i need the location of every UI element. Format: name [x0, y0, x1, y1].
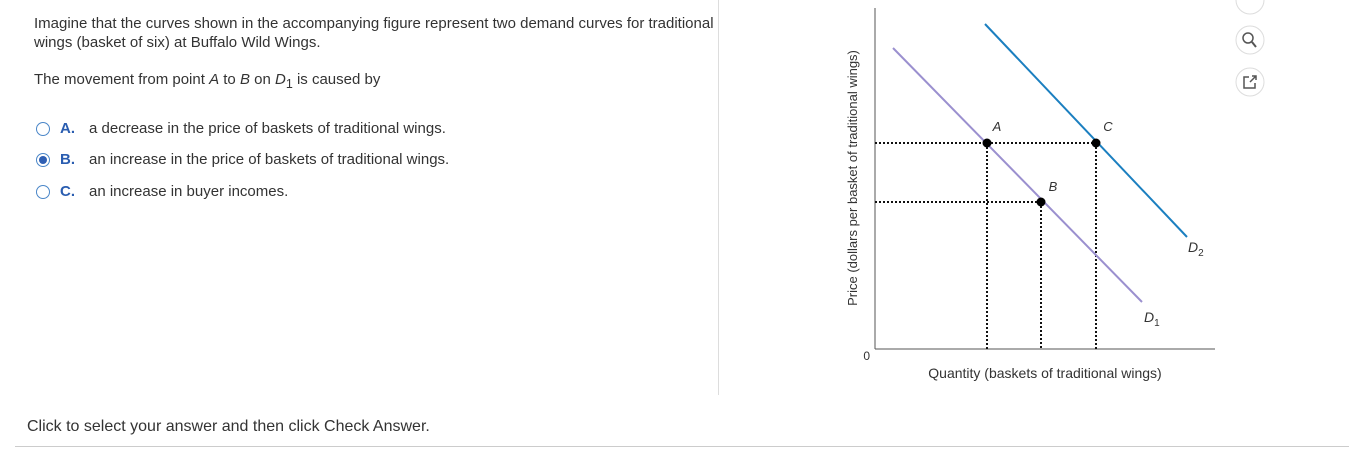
rotate-button[interactable] [1235, 0, 1265, 15]
icons [1235, 0, 1265, 97]
y-label: Price (dollars per basket of traditional… [845, 50, 860, 306]
option-letter: B. [60, 151, 75, 168]
option-text: an increase in buyer incomes. [89, 183, 289, 200]
rule [15, 446, 1349, 447]
prompt-text: to [219, 71, 240, 88]
curve-name: D [1188, 239, 1198, 255]
radio[interactable] [36, 184, 50, 199]
zoom-button[interactable] [1235, 25, 1265, 55]
option[interactable]: C. an increase in buyer incomes. [36, 183, 288, 200]
guides [875, 142, 1097, 349]
option-text: a decrease in the price of baskets of tr… [89, 120, 446, 137]
x-label: Quantity (baskets of traditional wings) [928, 365, 1161, 381]
footer: Click to select your answer and then cli… [27, 418, 430, 435]
popout-icon [1243, 75, 1257, 89]
prompt-text: is caused by [292, 71, 381, 88]
point-label: C [1103, 119, 1113, 134]
prompt-text: on [249, 71, 275, 88]
radio-dot [39, 155, 47, 164]
curve-sub: 2 [1198, 248, 1204, 259]
curve-label: D1 [1144, 309, 1160, 329]
point-ref: B [239, 71, 250, 88]
radio[interactable] [36, 121, 50, 136]
point-label: B [1049, 179, 1058, 194]
curve-name: D [1144, 309, 1154, 325]
point [982, 138, 992, 148]
question-text: Imagine that the curves shown in the acc… [34, 15, 714, 51]
option[interactable]: B. an increase in the price of baskets of… [36, 151, 449, 168]
point [1036, 197, 1046, 207]
curve-sub: 1 [1154, 318, 1160, 329]
curve-sub: 1 [285, 77, 293, 91]
zoom-icon [1251, 41, 1257, 48]
demand-curve [892, 47, 1143, 303]
origin: 0 [863, 349, 870, 363]
zoom-icon [1242, 32, 1254, 44]
radio[interactable] [36, 152, 50, 167]
option-letter: C. [60, 183, 75, 200]
option-text: an increase in the price of baskets of t… [89, 151, 450, 168]
point-label: A [992, 119, 1002, 134]
prompt-text: The movement from point [34, 71, 210, 88]
divider [718, 0, 719, 395]
option-letter: A. [60, 120, 75, 137]
curve-label: D2 [1188, 239, 1204, 259]
option[interactable]: A. a decrease in the price of baskets of … [36, 120, 446, 137]
prompt: The movement from point A to B on D1 is … [34, 71, 380, 91]
curve-ref: D [275, 71, 286, 88]
point-ref: A [209, 71, 220, 88]
demand-curve [984, 23, 1188, 238]
point [1091, 138, 1101, 148]
